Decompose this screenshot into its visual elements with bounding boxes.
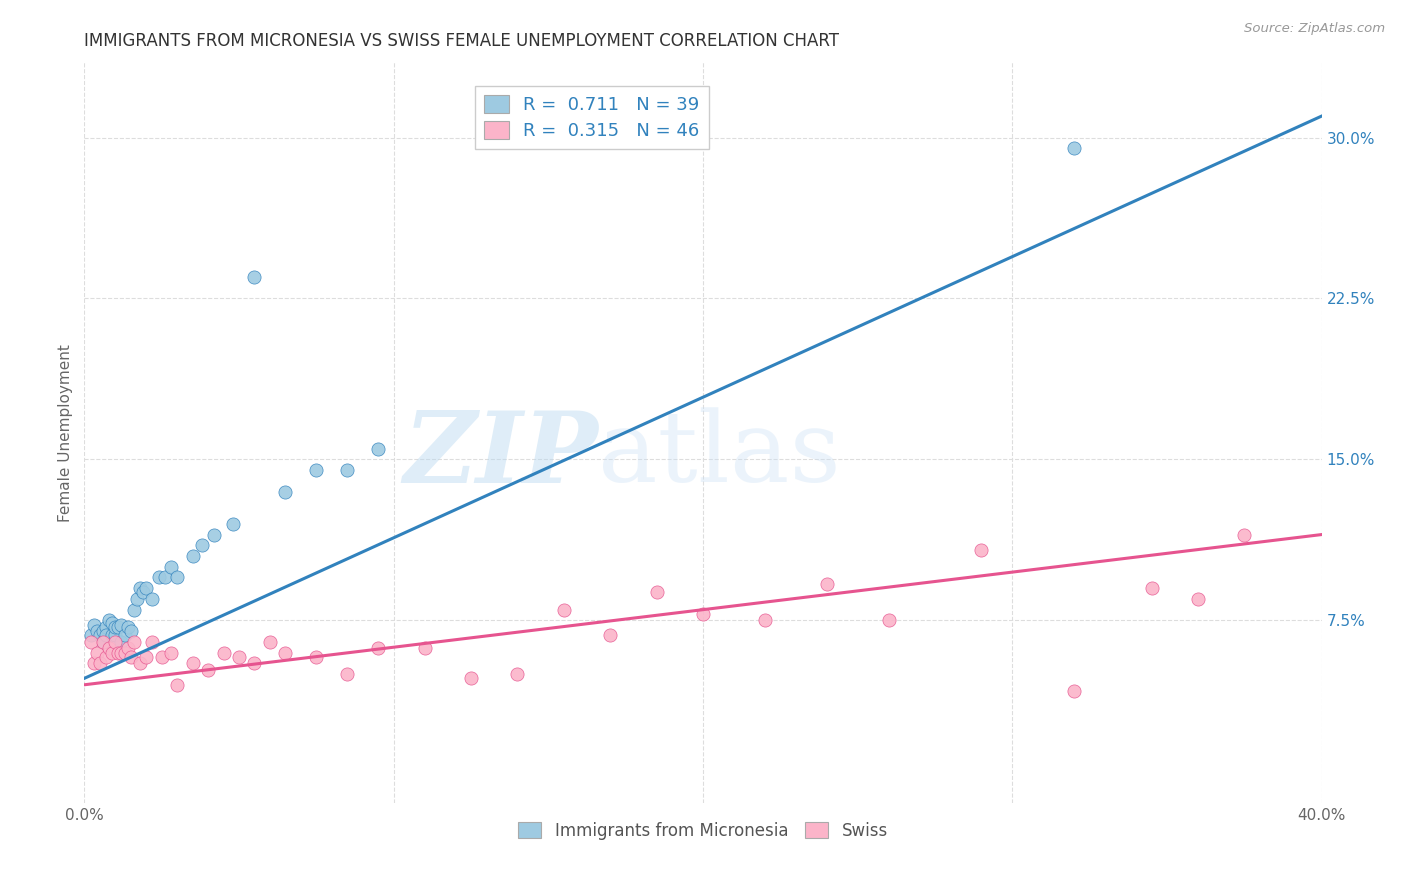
Point: [815, 577, 838, 591]
Point: [153, 570, 176, 584]
Point: [129, 657, 152, 671]
Text: Source: ZipAtlas.com: Source: ZipAtlas.com: [1244, 22, 1385, 36]
Point: [101, 628, 124, 642]
Point: [166, 678, 188, 692]
Point: [141, 591, 163, 606]
Point: [117, 620, 139, 634]
Point: [150, 649, 173, 664]
Point: [89, 628, 111, 642]
Point: [553, 602, 575, 616]
Point: [114, 646, 136, 660]
Point: [645, 585, 668, 599]
Point: [91, 624, 114, 639]
Point: [305, 463, 328, 477]
Point: [122, 602, 145, 616]
Y-axis label: Female Unemployment: Female Unemployment: [58, 343, 73, 522]
Point: [114, 628, 136, 642]
Point: [104, 620, 127, 634]
Point: [160, 646, 183, 660]
Point: [107, 646, 129, 660]
Point: [94, 628, 117, 642]
Point: [98, 641, 121, 656]
Point: [101, 646, 124, 660]
Point: [104, 628, 127, 642]
Point: [110, 617, 132, 632]
Point: [197, 663, 219, 677]
Point: [1187, 591, 1209, 606]
Point: [336, 463, 359, 477]
Point: [970, 542, 993, 557]
Point: [1063, 684, 1085, 698]
Point: [101, 615, 124, 630]
Point: [79, 628, 101, 642]
Point: [692, 607, 714, 621]
Point: [141, 635, 163, 649]
Point: [166, 570, 188, 584]
Point: [228, 649, 250, 664]
Point: [191, 538, 214, 552]
Point: [1140, 581, 1163, 595]
Point: [506, 667, 529, 681]
Point: [135, 649, 157, 664]
Point: [125, 591, 148, 606]
Point: [120, 624, 142, 639]
Point: [148, 570, 170, 584]
Point: [181, 549, 204, 563]
Point: [110, 635, 132, 649]
Text: IMMIGRANTS FROM MICRONESIA VS SWISS FEMALE UNEMPLOYMENT CORRELATION CHART: IMMIGRANTS FROM MICRONESIA VS SWISS FEMA…: [84, 32, 839, 50]
Point: [135, 581, 157, 595]
Point: [104, 635, 127, 649]
Point: [259, 635, 281, 649]
Text: atlas: atlas: [598, 407, 841, 503]
Point: [877, 614, 900, 628]
Point: [1063, 141, 1085, 155]
Point: [336, 667, 359, 681]
Point: [305, 649, 328, 664]
Point: [243, 657, 266, 671]
Legend: Immigrants from Micronesia, Swiss: Immigrants from Micronesia, Swiss: [512, 815, 894, 847]
Point: [91, 635, 114, 649]
Point: [94, 649, 117, 664]
Point: [107, 620, 129, 634]
Point: [120, 649, 142, 664]
Point: [212, 646, 235, 660]
Point: [274, 646, 297, 660]
Point: [89, 657, 111, 671]
Point: [222, 516, 245, 531]
Point: [83, 657, 105, 671]
Point: [181, 657, 204, 671]
Point: [754, 614, 776, 628]
Point: [1233, 527, 1256, 541]
Point: [110, 646, 132, 660]
Point: [413, 641, 436, 656]
Point: [132, 585, 155, 599]
Point: [367, 641, 389, 656]
Point: [274, 484, 297, 499]
Point: [79, 635, 101, 649]
Text: ZIP: ZIP: [404, 407, 598, 503]
Point: [98, 614, 121, 628]
Point: [122, 635, 145, 649]
Point: [460, 671, 482, 685]
Point: [94, 620, 117, 634]
Point: [117, 641, 139, 656]
Point: [367, 442, 389, 456]
Point: [83, 617, 105, 632]
Point: [129, 581, 152, 595]
Point: [243, 270, 266, 285]
Point: [160, 559, 183, 574]
Point: [86, 624, 108, 639]
Point: [86, 646, 108, 660]
Point: [202, 527, 225, 541]
Point: [599, 628, 621, 642]
Point: [91, 635, 114, 649]
